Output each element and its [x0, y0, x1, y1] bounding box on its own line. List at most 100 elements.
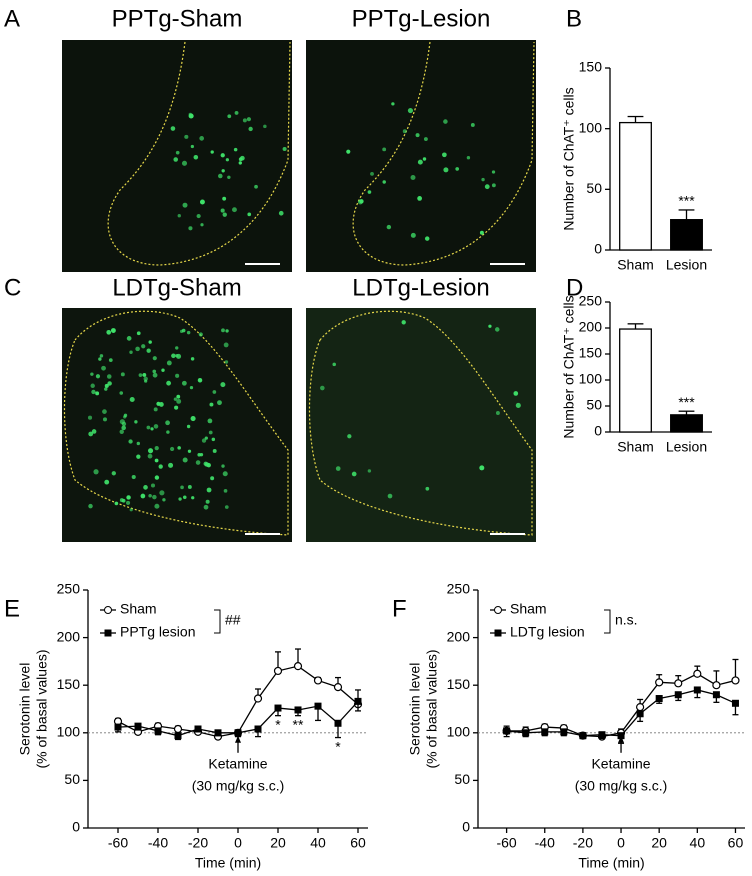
- marker: [354, 697, 362, 705]
- marker: [731, 699, 739, 707]
- bar: [670, 414, 703, 433]
- cell: [98, 357, 102, 361]
- micrograph: [306, 40, 536, 272]
- x-tick-label: -20: [573, 835, 593, 851]
- significance: **: [293, 716, 304, 732]
- marker: [214, 729, 222, 737]
- cell: [104, 383, 109, 388]
- x-tick-label: -60: [496, 835, 516, 851]
- cell: [181, 328, 186, 333]
- cell: [222, 196, 227, 201]
- cell: [191, 496, 195, 500]
- cell: [177, 446, 181, 450]
- images: [62, 40, 536, 542]
- cells: [87, 102, 521, 512]
- cell: [217, 400, 222, 406]
- cell: [470, 123, 475, 127]
- cell: [402, 129, 407, 134]
- cell: [180, 485, 184, 490]
- cell: [174, 405, 179, 410]
- cell: [175, 150, 180, 155]
- y-axis-label: Number of ChAT⁺ cells: [561, 295, 577, 438]
- cell: [148, 340, 152, 344]
- x-tick-label: -60: [108, 835, 128, 851]
- cell: [225, 158, 229, 162]
- cell: [129, 397, 135, 403]
- marker: [693, 669, 702, 678]
- cell: [177, 214, 181, 218]
- legend-marker: [104, 606, 112, 614]
- cell: [108, 358, 113, 363]
- marker: [273, 666, 283, 676]
- cell: [140, 493, 146, 499]
- marker: [655, 695, 663, 703]
- marker: [334, 719, 342, 727]
- y-tick-label: 50: [454, 771, 470, 787]
- cell: [104, 479, 110, 485]
- cell: [200, 223, 204, 227]
- cell: [233, 147, 238, 152]
- y-axis-label: Serotonin level: [407, 663, 423, 756]
- legend-label: PPTg lesion: [120, 624, 195, 640]
- cell: [152, 372, 158, 378]
- cell: [142, 373, 147, 377]
- cell: [170, 446, 175, 452]
- cell: [422, 157, 427, 161]
- cell: [224, 360, 229, 364]
- cell: [199, 199, 205, 205]
- cell: [119, 419, 125, 425]
- y-tick-label: 200: [57, 628, 81, 644]
- x-tick-label: Sham: [617, 257, 654, 273]
- x-tick-label: 20: [270, 835, 286, 851]
- cell: [181, 160, 188, 166]
- marker: [674, 691, 682, 699]
- image-title: LDTg-Lesion: [352, 274, 489, 301]
- cell: [212, 449, 217, 453]
- cell: [401, 320, 406, 325]
- marker: [674, 679, 683, 688]
- cell: [205, 499, 210, 504]
- cell: [182, 202, 188, 208]
- cell: [221, 169, 225, 173]
- cell: [223, 342, 229, 348]
- cell: [107, 381, 112, 386]
- micrograph: [62, 308, 292, 542]
- panel-label: A: [4, 5, 20, 32]
- y-tick-label: 0: [594, 241, 602, 257]
- image-title: LDTg-Sham: [112, 274, 241, 301]
- cell: [146, 425, 151, 430]
- cell: [211, 437, 216, 442]
- cell: [190, 357, 195, 361]
- cell: [207, 418, 213, 424]
- marker: [333, 683, 343, 692]
- cell: [170, 126, 176, 131]
- cell: [152, 494, 157, 500]
- cell: [195, 460, 201, 465]
- y-axis-label: (% of basal values): [424, 649, 440, 768]
- cell: [161, 368, 165, 372]
- cell: [186, 424, 191, 429]
- x-tick-label: -40: [148, 835, 168, 851]
- marker: [134, 722, 142, 730]
- marker: [294, 706, 302, 714]
- cell: [263, 124, 267, 129]
- cell: [220, 382, 226, 388]
- y-tick-label: 0: [72, 819, 80, 835]
- cell: [126, 500, 131, 505]
- cell: [158, 464, 163, 469]
- cell: [119, 391, 124, 395]
- marker: [636, 710, 644, 718]
- panel-label: E: [4, 595, 20, 622]
- cell: [201, 438, 207, 443]
- comparison-bracket: [604, 609, 611, 634]
- cell: [242, 118, 247, 123]
- cell: [346, 149, 351, 154]
- micrograph: [306, 308, 536, 542]
- cell: [484, 184, 490, 190]
- cell: [166, 430, 170, 434]
- cell: [198, 332, 203, 337]
- cell: [102, 409, 107, 414]
- marker: [617, 732, 625, 740]
- cell: [131, 474, 136, 480]
